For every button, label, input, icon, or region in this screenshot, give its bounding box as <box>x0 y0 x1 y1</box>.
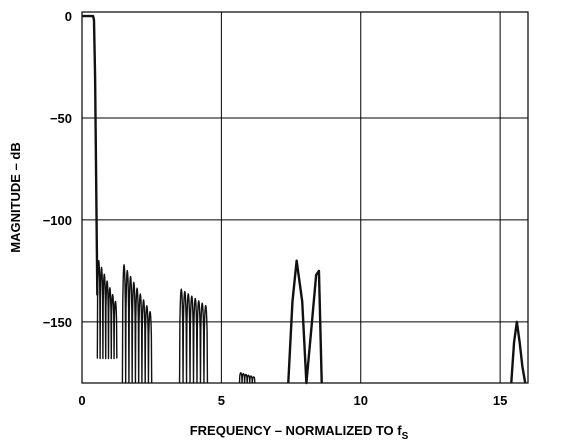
y-tick-label: 0 <box>65 9 72 24</box>
x-tick-label: 10 <box>354 393 368 408</box>
grid-lines <box>82 12 528 383</box>
trace-segment-0 <box>82 14 99 296</box>
magnitude-trace <box>82 14 527 385</box>
y-axis-label: MAGNITUDE – dB <box>8 142 23 253</box>
trace-segment-3 <box>178 288 209 384</box>
trace-segment-2 <box>121 264 153 384</box>
y-tick-label: −150 <box>43 315 72 330</box>
trace-segment-6 <box>510 320 527 384</box>
x-axis-label-main: FREQUENCY – NORMALIZED TO f <box>190 423 403 438</box>
x-tick-label: 0 <box>78 393 85 408</box>
x-axis-label-subscript: S <box>402 431 409 442</box>
trace-segment-1 <box>96 259 118 360</box>
trace-segment-5 <box>287 259 323 385</box>
plot-frame <box>81 11 529 384</box>
y-tick-label: −100 <box>43 213 72 228</box>
x-axis-label: FREQUENCY – NORMALIZED TO fS <box>190 423 409 442</box>
x-tick-label: 5 <box>218 393 225 408</box>
trace-segment-4 <box>238 372 256 384</box>
y-tick-label: −50 <box>50 111 72 126</box>
y-tick-labels: 0 −50 −100 −150 <box>43 9 72 330</box>
x-tick-labels: 0 5 10 15 <box>78 393 507 408</box>
x-tick-label: 15 <box>493 393 507 408</box>
